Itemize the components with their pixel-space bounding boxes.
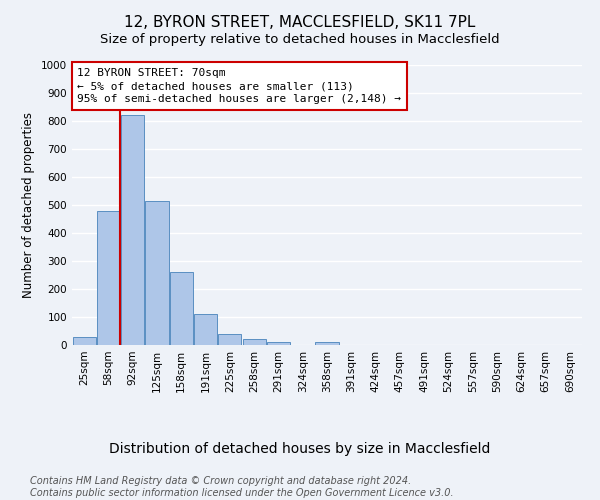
Bar xyxy=(170,272,193,345)
Text: Size of property relative to detached houses in Macclesfield: Size of property relative to detached ho… xyxy=(100,32,500,46)
Text: 12, BYRON STREET, MACCLESFIELD, SK11 7PL: 12, BYRON STREET, MACCLESFIELD, SK11 7PL xyxy=(124,15,476,30)
Bar xyxy=(97,210,120,345)
Text: Distribution of detached houses by size in Macclesfield: Distribution of detached houses by size … xyxy=(109,442,491,456)
Bar xyxy=(121,116,144,345)
Bar xyxy=(73,336,95,345)
Bar xyxy=(145,201,169,345)
Bar xyxy=(316,342,338,345)
Bar xyxy=(242,340,266,345)
Bar xyxy=(218,334,241,345)
Bar xyxy=(267,342,290,345)
Text: 12 BYRON STREET: 70sqm
← 5% of detached houses are smaller (113)
95% of semi-det: 12 BYRON STREET: 70sqm ← 5% of detached … xyxy=(77,68,401,104)
Y-axis label: Number of detached properties: Number of detached properties xyxy=(22,112,35,298)
Text: Contains HM Land Registry data © Crown copyright and database right 2024.
Contai: Contains HM Land Registry data © Crown c… xyxy=(30,476,454,498)
Bar xyxy=(194,314,217,345)
